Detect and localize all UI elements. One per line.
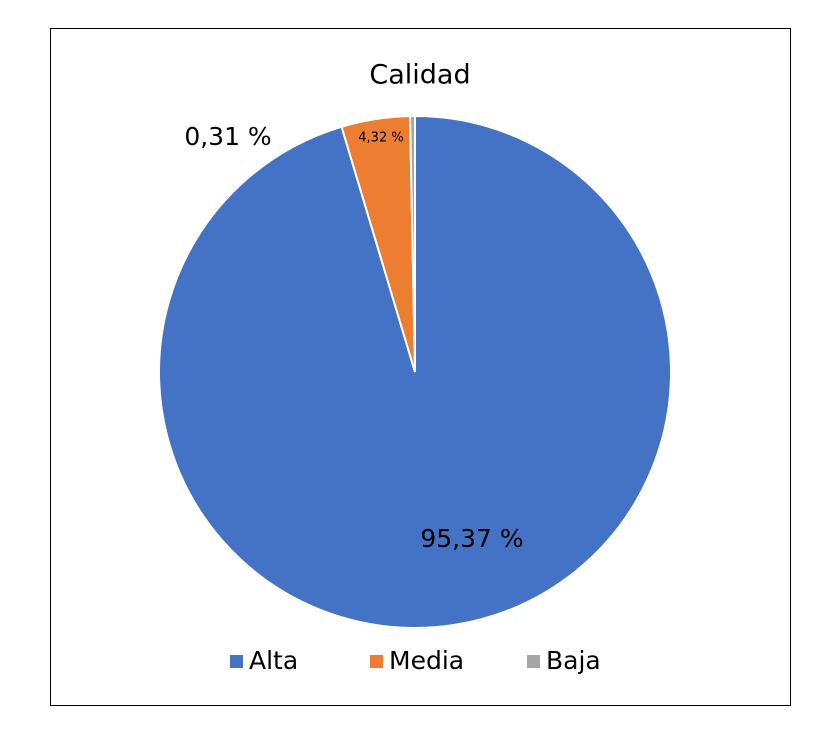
legend-label: Alta bbox=[249, 646, 298, 675]
legend-swatch bbox=[230, 655, 243, 668]
data-label: 0,31 % bbox=[184, 122, 271, 151]
data-label: 95,37 % bbox=[420, 524, 523, 553]
legend-label: Baja bbox=[546, 646, 601, 675]
pie-slice bbox=[408, 114, 416, 373]
data-label: 4,32 % bbox=[358, 131, 403, 146]
legend-swatch bbox=[527, 655, 540, 668]
legend-swatch bbox=[370, 655, 383, 668]
chart-title: Calidad bbox=[369, 60, 470, 91]
legend-label: Media bbox=[389, 646, 464, 675]
